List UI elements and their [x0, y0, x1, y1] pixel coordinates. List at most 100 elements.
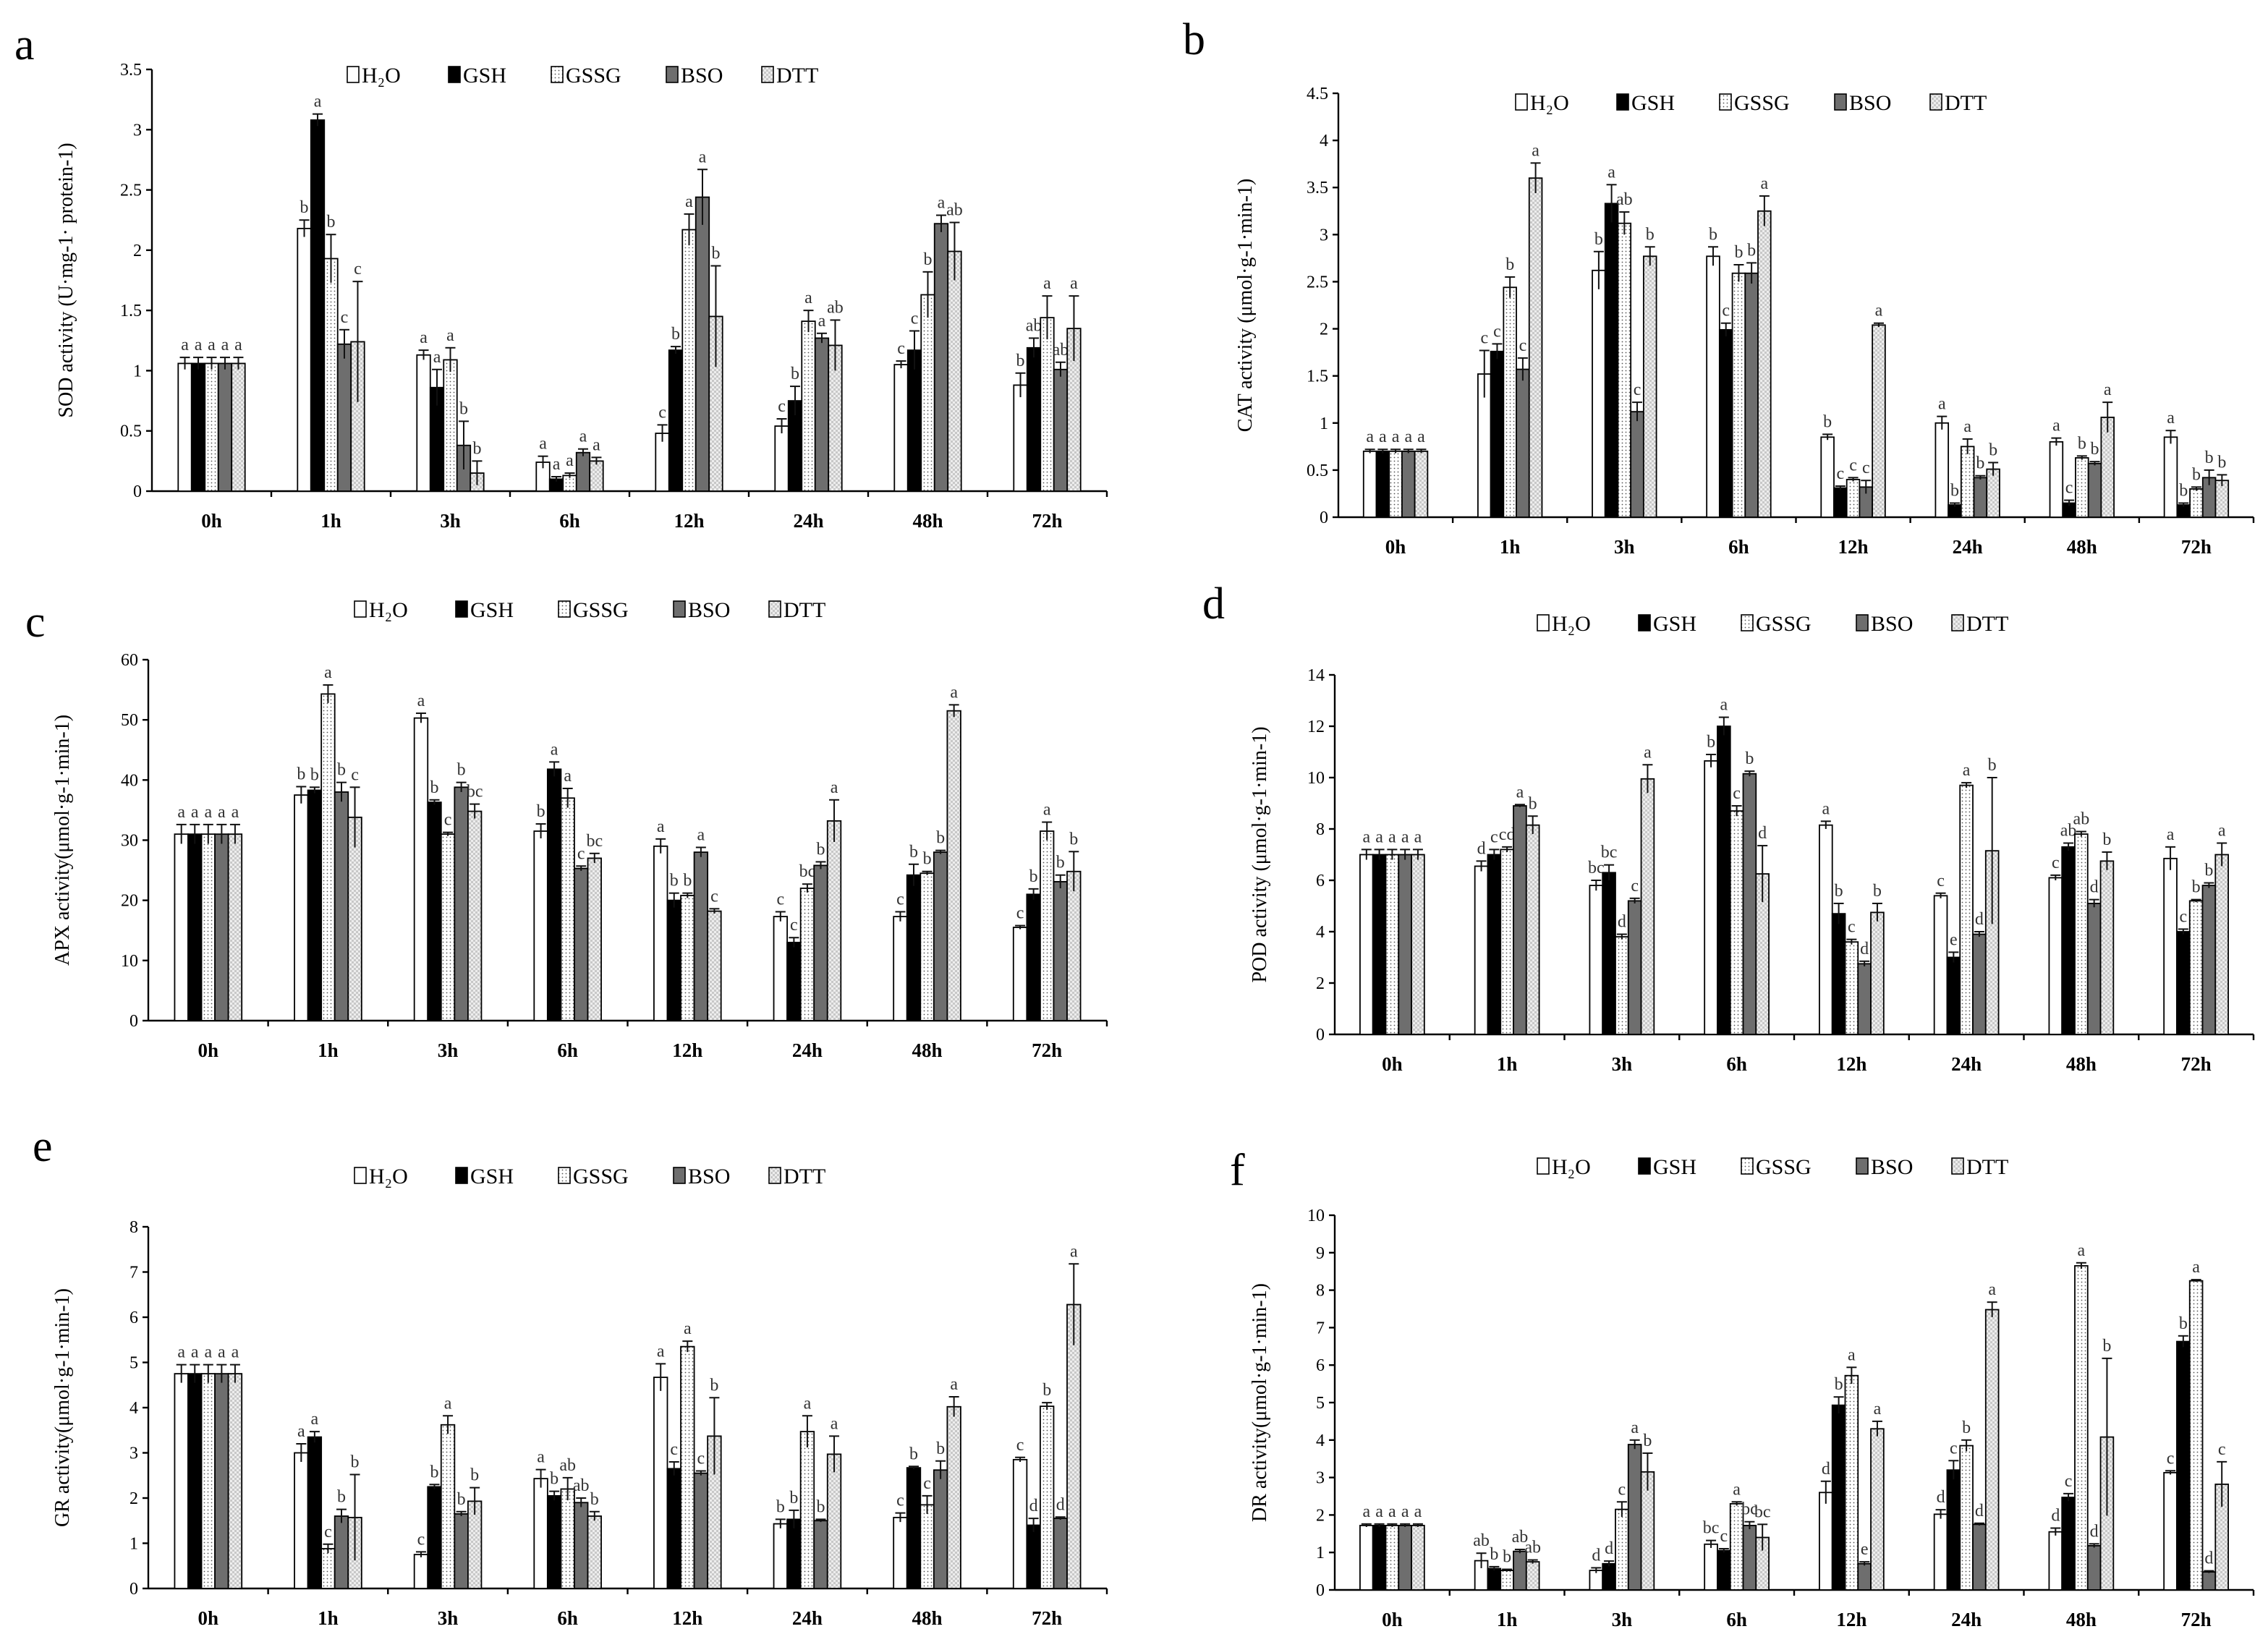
x-tick-label: 72h [2181, 536, 2212, 558]
x-tick-label: 48h [912, 1039, 943, 1061]
significance-letter: b [1042, 1381, 1051, 1400]
significance-letter: d [1975, 1502, 1984, 1520]
significance-letter: a [204, 803, 212, 822]
legend-swatch-1 [1638, 1157, 1651, 1175]
bar-f-0h-4 [1411, 1525, 1425, 1591]
bar-a-1h-1 [310, 119, 326, 492]
significance-letter: a [1417, 427, 1425, 446]
significance-letter: ab [827, 298, 844, 317]
bar-e-72h-3 [1053, 1518, 1068, 1589]
significance-letter: b [2192, 465, 2201, 484]
significance-letter: a [1362, 828, 1370, 846]
bar-e-48h-3 [933, 1469, 948, 1589]
significance-letter: b [550, 1470, 558, 1489]
x-tick-label: 72h [1032, 1607, 1062, 1629]
bar-c-12h-1 [666, 899, 681, 1021]
bar-f-3h-0 [1589, 1570, 1604, 1591]
bar-c-0h-4 [227, 833, 243, 1021]
bar-a-72h-3 [1053, 368, 1069, 492]
x-tick-label: 3h [1612, 1609, 1633, 1630]
significance-letter: cd [1499, 825, 1516, 844]
significance-letter: a [444, 1394, 452, 1413]
y-tick-label: 8 [1316, 820, 1325, 839]
significance-letter: b [2091, 440, 2099, 459]
significance-letter: b [310, 765, 319, 784]
x-tick-label: 1h [1500, 536, 1521, 558]
significance-letter: c [710, 887, 718, 906]
significance-letter: a [566, 451, 574, 470]
significance-letter: c [1480, 329, 1488, 348]
significance-letter: a [1733, 1480, 1741, 1499]
significance-letter: b [297, 765, 305, 783]
bar-e-72h-1 [1026, 1524, 1041, 1589]
bar-d-48h-2 [2074, 833, 2089, 1035]
bar-f-1h-1 [1487, 1567, 1502, 1591]
legend-label-1: GSH [470, 1165, 514, 1188]
y-tick-label: 1 [129, 1535, 138, 1554]
significance-letter: c [1618, 1480, 1626, 1499]
panel-b: b H₂O GSH GSSG BSO DTT 0 0.5 1 1.5 2 2.5 3 3.5 4 4.5 CAT… [1183, 15, 2255, 558]
significance-letter: a [218, 1343, 226, 1362]
significance-letter: b [472, 439, 481, 458]
x-tick-label: 72h [2181, 1609, 2212, 1630]
significance-letter: b [1594, 230, 1603, 249]
significance-letter: b [683, 872, 692, 890]
significance-letter: c [896, 1492, 904, 1510]
significance-letter: c [1848, 918, 1856, 937]
significance-letter: a [311, 1410, 319, 1429]
y-tick-label: 1 [133, 362, 142, 380]
bar-d-6h-2 [1729, 810, 1744, 1035]
significance-letter: c [778, 397, 786, 416]
significance-letter: b [2205, 448, 2214, 467]
bar-b-6h-3 [1744, 272, 1759, 518]
x-tick-label: 1h [320, 510, 341, 532]
y-tick-label: 12 [1307, 718, 1325, 736]
bar-c-48h-1 [906, 874, 922, 1021]
significance-letter: a [420, 328, 428, 347]
significance-letter: bc [1754, 1502, 1771, 1521]
bar-a-1h-2 [323, 258, 339, 492]
significance-letter: c [1631, 877, 1639, 896]
significance-letter: a [2167, 409, 2175, 427]
significance-letter: b [791, 365, 799, 383]
significance-letter: a [417, 692, 425, 710]
legend-label-0: H₂O [1552, 1155, 1591, 1179]
y-tick-label: 0.5 [120, 422, 142, 441]
bar-b-0h-4 [1414, 450, 1429, 518]
significance-letter: ab [946, 201, 963, 220]
significance-letter: d [1056, 1495, 1065, 1514]
significance-letter: bc [799, 862, 816, 881]
bar-b-3h-1 [1604, 203, 1619, 518]
significance-letter: b [1056, 854, 1065, 872]
bar-d-1h-0 [1474, 865, 1489, 1035]
legend-swatch-3 [673, 1167, 686, 1184]
bar-e-6h-1 [546, 1494, 562, 1589]
significance-letter: c [1849, 456, 1857, 475]
significance-letter: bc [467, 783, 483, 801]
y-axis-label: DR activity(μmol·g-1·min-1) [1249, 1283, 1271, 1522]
significance-letter: b [2179, 481, 2188, 500]
y-tick-label: 20 [121, 892, 138, 911]
significance-letter: b [776, 1497, 785, 1516]
bar-b-24h-2 [1960, 446, 1975, 518]
bar-e-24h-3 [813, 1520, 828, 1589]
significance-letter: c [1634, 380, 1641, 399]
significance-letter: d [1592, 1546, 1600, 1565]
significance-letter: c [1490, 828, 1498, 846]
y-tick-label: 1.5 [120, 302, 142, 320]
bar-f-1h-2 [1500, 1570, 1514, 1591]
bar-c-6h-2 [560, 797, 575, 1021]
significance-letter: a [818, 312, 826, 331]
bar-f-24h-1 [1946, 1469, 1961, 1591]
significance-letter: b [1976, 454, 1984, 473]
significance-letter: d [1937, 1488, 1945, 1507]
legend-swatch-4 [1951, 614, 1964, 631]
y-tick-label: 3.5 [120, 61, 142, 80]
bar-d-6h-0 [1704, 760, 1718, 1035]
y-tick-label: 3.5 [1307, 179, 1328, 197]
legend-swatch-2 [558, 1167, 571, 1184]
bar-d-3h-1 [1602, 872, 1616, 1035]
bar-c-3h-3 [454, 786, 469, 1021]
bar-e-6h-4 [587, 1515, 602, 1589]
bar-e-12h-1 [666, 1468, 681, 1589]
